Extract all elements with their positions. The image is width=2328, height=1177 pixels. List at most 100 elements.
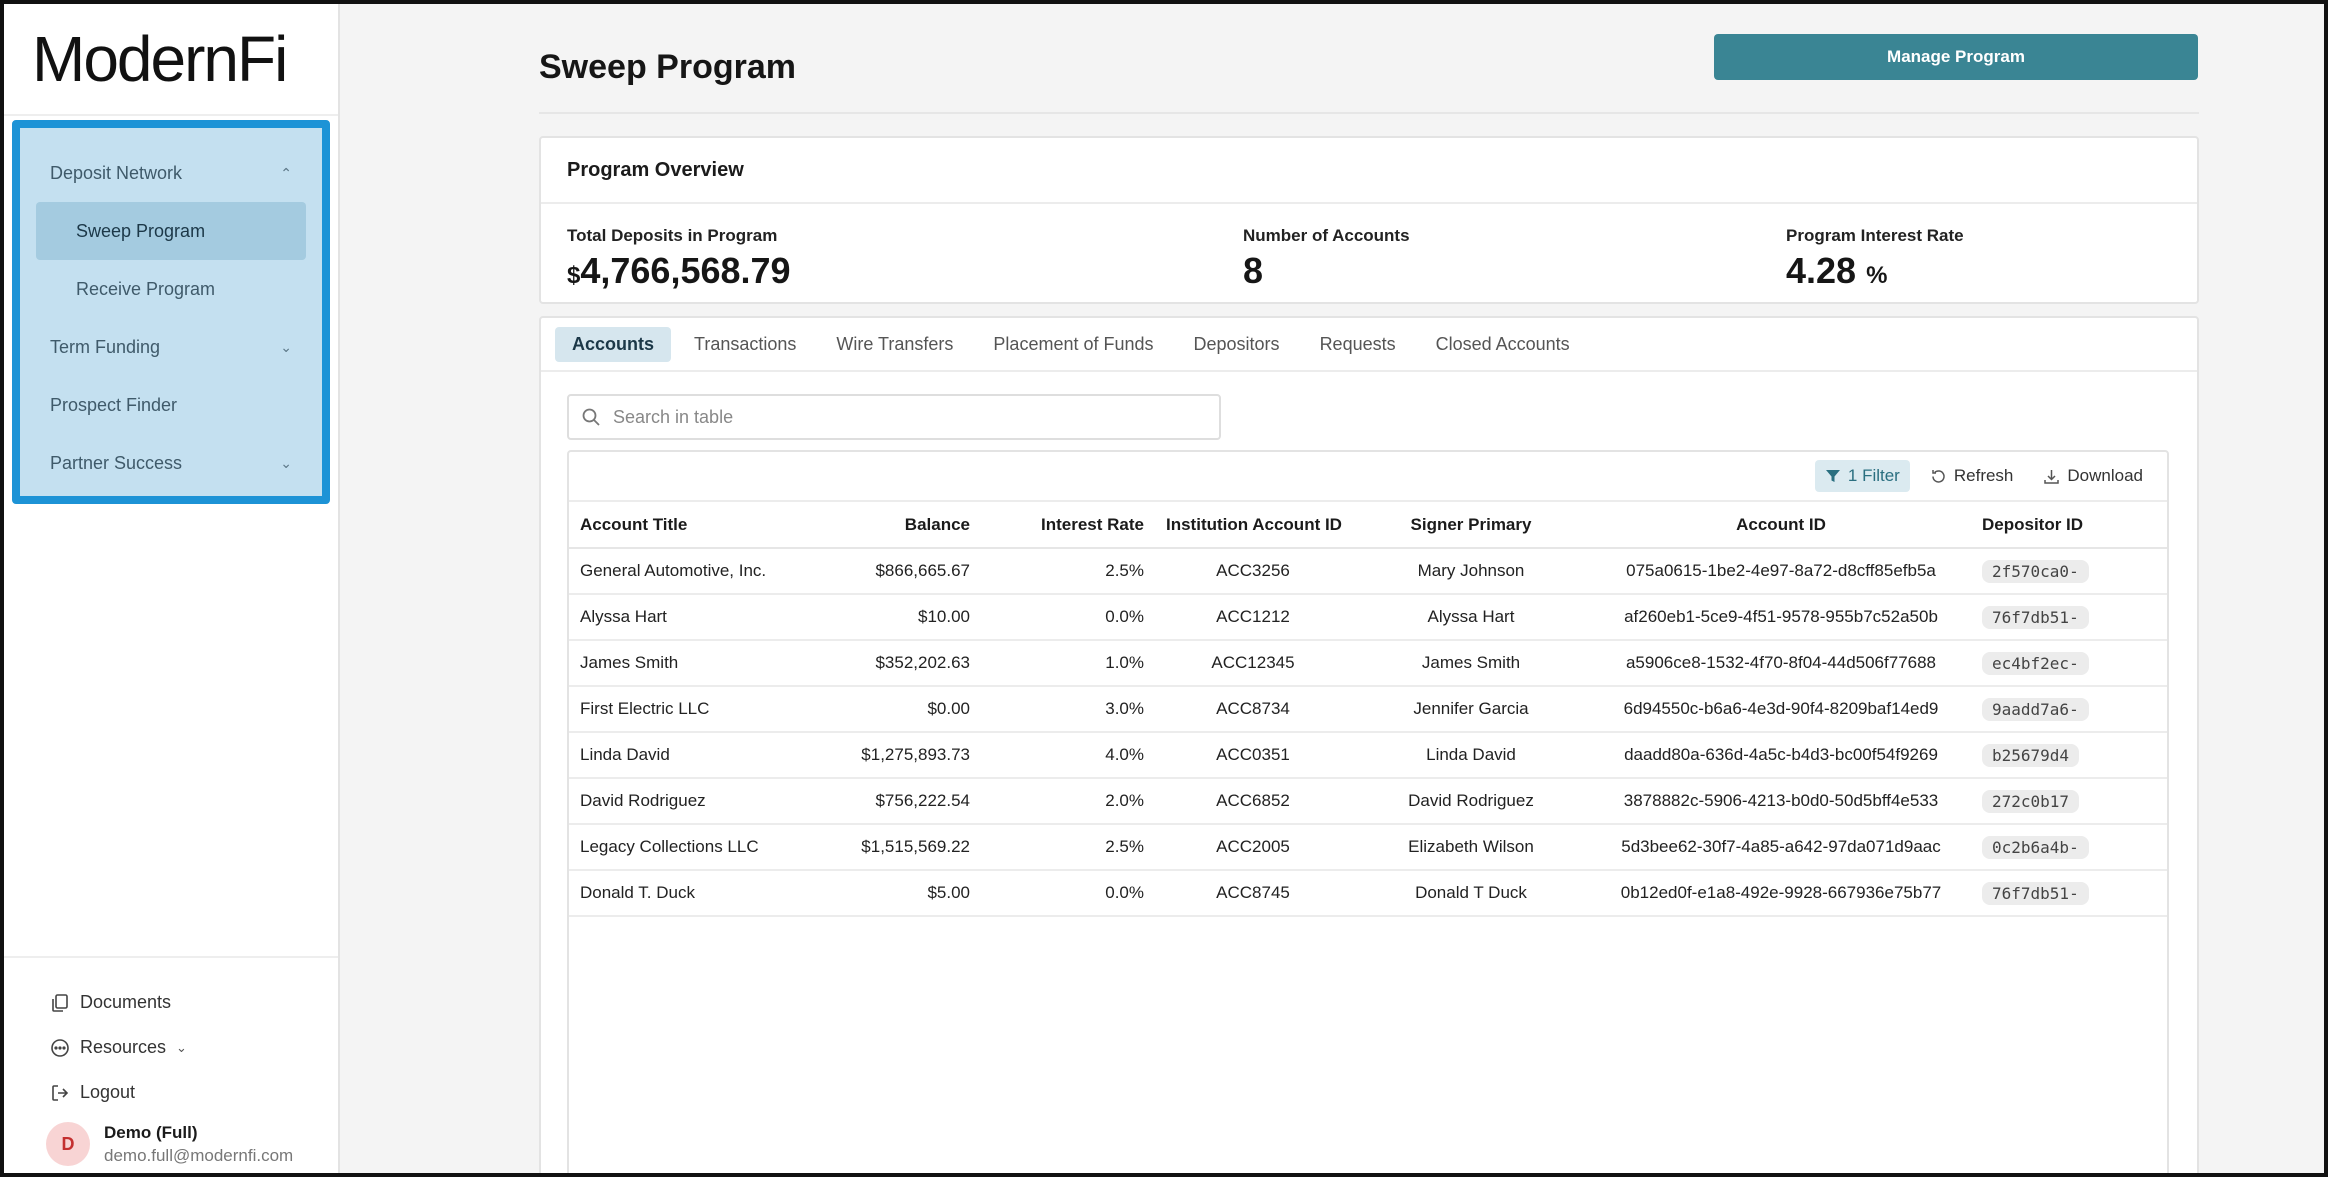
cell-interest-rate: 1.0% bbox=[981, 640, 1155, 687]
cell-balance: $756,222.54 bbox=[817, 778, 981, 825]
documents-link[interactable]: Documents bbox=[50, 980, 338, 1025]
cell-account-id: daadd80a-636d-4a5c-b4d3-bc00f54f9269 bbox=[1591, 732, 1971, 779]
refresh-button[interactable]: Refresh bbox=[1920, 460, 2024, 492]
stat-interest-rate: Program Interest Rate 4.28 % bbox=[1786, 226, 1964, 292]
table-row[interactable]: First Electric LLC $0.00 3.0% ACC8734 Jennif… bbox=[569, 686, 2167, 733]
table-row[interactable]: Donald T. Duck $5.00 0.0% ACC8745 Donald T D… bbox=[569, 870, 2167, 917]
sidebar-item-partner-success[interactable]: Partner Success ⌄ bbox=[36, 434, 306, 492]
sidebar-item-prospect-finder[interactable]: Prospect Finder bbox=[36, 376, 306, 434]
search-box[interactable] bbox=[567, 394, 1221, 440]
stat-value: 4.28 % bbox=[1786, 250, 1964, 292]
table-row[interactable]: Alyssa Hart $10.00 0.0% ACC1212 Alyssa Hart a… bbox=[569, 594, 2167, 641]
tab-transactions[interactable]: Transactions bbox=[694, 333, 797, 354]
depositor-id-badge[interactable]: b25679d4 bbox=[1982, 743, 2080, 767]
download-icon bbox=[2044, 469, 2060, 484]
table-row[interactable]: General Automotive, Inc. $866,665.67 2.5% A… bbox=[569, 548, 2167, 595]
sidebar-item-receive-program[interactable]: Receive Program bbox=[36, 260, 306, 318]
logo[interactable]: ModernFi bbox=[4, 4, 338, 116]
logout-link[interactable]: Logout bbox=[50, 1070, 338, 1115]
manage-program-button[interactable]: Manage Program bbox=[1714, 34, 2198, 80]
cell-interest-rate: 3.0% bbox=[981, 686, 1155, 733]
download-button[interactable]: Download bbox=[2033, 460, 2153, 492]
avatar: D bbox=[46, 1122, 90, 1166]
cell-account-title: General Automotive, Inc. bbox=[569, 548, 817, 595]
stat-label: Total Deposits in Program bbox=[567, 226, 778, 245]
depositor-id-badge[interactable]: 272c0b17 bbox=[1982, 789, 2080, 813]
accounts-table: Account Title Balance Interest Rate Inst… bbox=[569, 502, 2167, 917]
cell-account-title: Donald T. Duck bbox=[569, 870, 817, 917]
tab-placement-of-funds[interactable]: Placement of Funds bbox=[993, 333, 1154, 354]
user-profile[interactable]: D Demo (Full) demo.full@modernfi.com bbox=[46, 1122, 293, 1166]
cell-institution-account-id: ACC12345 bbox=[1155, 640, 1351, 687]
tab-closed-accounts[interactable]: Closed Accounts bbox=[1435, 333, 1570, 354]
column-header-interest-rate[interactable]: Interest Rate bbox=[981, 502, 1155, 549]
resources-link[interactable]: Resources ⌄ bbox=[50, 1025, 338, 1070]
depositor-id-badge[interactable]: 2f570ca0- bbox=[1982, 559, 2089, 583]
cell-account-id: af260eb1-5ce9-4f51-9578-955b7c52a50b bbox=[1591, 594, 1971, 641]
documents-label: Documents bbox=[80, 992, 172, 1012]
filter-icon bbox=[1825, 470, 1840, 482]
cell-balance: $352,202.63 bbox=[817, 640, 981, 687]
sidebar-footer-links: Documents Resources ⌄ Logout bbox=[4, 956, 338, 1115]
depositor-id-badge[interactable]: 0c2b6a4b- bbox=[1982, 835, 2089, 859]
main-content: Sweep Program Manage Program Program Ove… bbox=[340, 4, 2324, 1173]
cell-account-title: James Smith bbox=[569, 640, 817, 687]
cell-depositor-id: b25679d4 bbox=[1971, 732, 2167, 779]
column-header-account-title[interactable]: Account Title bbox=[569, 502, 817, 549]
cell-interest-rate: 2.5% bbox=[981, 824, 1155, 871]
cell-balance: $0.00 bbox=[817, 686, 981, 733]
cell-account-title: First Electric LLC bbox=[569, 686, 817, 733]
chevron-down-icon: ⌄ bbox=[280, 454, 292, 471]
search-input[interactable] bbox=[613, 406, 1173, 428]
cell-depositor-id: 9aadd7a6- bbox=[1971, 686, 2167, 733]
cell-signer-primary: Elizabeth Wilson bbox=[1351, 824, 1591, 871]
cell-interest-rate: 2.5% bbox=[981, 548, 1155, 595]
cell-account-id: a5906ce8-1532-4f70-8f04-44d506f77688 bbox=[1591, 640, 1971, 687]
depositor-id-badge[interactable]: 76f7db51- bbox=[1982, 605, 2089, 629]
table-row[interactable]: Linda David $1,275,893.73 4.0% ACC0351 Linda… bbox=[569, 732, 2167, 779]
chevron-up-icon: ⌃ bbox=[280, 164, 292, 181]
accounts-table-body: General Automotive, Inc. $866,665.67 2.5% A… bbox=[569, 548, 2167, 917]
cell-account-title: Linda David bbox=[569, 732, 817, 779]
user-email: demo.full@modernfi.com bbox=[104, 1145, 294, 1165]
tab-wire-transfers[interactable]: Wire Transfers bbox=[836, 333, 954, 354]
column-header-balance[interactable]: Balance bbox=[817, 502, 981, 549]
depositor-id-badge[interactable]: ec4bf2ec- bbox=[1982, 651, 2089, 675]
download-label: Download bbox=[2067, 466, 2143, 485]
cell-balance: $5.00 bbox=[817, 870, 981, 917]
depositor-id-badge[interactable]: 76f7db51- bbox=[1982, 881, 2089, 905]
table-row[interactable]: Legacy Collections LLC $1,515,569.22 2.5% A… bbox=[569, 824, 2167, 871]
interest-rate-value: 4.28 bbox=[1786, 250, 1857, 291]
filter-button[interactable]: 1 Filter bbox=[1814, 460, 1910, 492]
user-name: Demo (Full) bbox=[104, 1122, 198, 1142]
table-toolbar: 1 Filter Refresh Dow bbox=[569, 452, 2167, 502]
column-header-signer-primary[interactable]: Signer Primary bbox=[1351, 502, 1591, 549]
cell-signer-primary: Linda David bbox=[1351, 732, 1591, 779]
cell-institution-account-id: ACC3256 bbox=[1155, 548, 1351, 595]
logout-icon bbox=[52, 1084, 69, 1101]
cell-account-title: David Rodriguez bbox=[569, 778, 817, 825]
table-row[interactable]: James Smith $352,202.63 1.0% ACC12345 James … bbox=[569, 640, 2167, 687]
tab-depositors[interactable]: Depositors bbox=[1193, 333, 1280, 354]
accounts-panel: Accounts Transactions Wire Transfers Pla… bbox=[539, 316, 2199, 1173]
cell-depositor-id: 0c2b6a4b- bbox=[1971, 824, 2167, 871]
search-icon bbox=[582, 408, 600, 426]
tab-requests[interactable]: Requests bbox=[1319, 333, 1396, 354]
cell-account-id: 5d3bee62-30f7-4a85-a642-97da071d9aac bbox=[1591, 824, 1971, 871]
depositor-id-badge[interactable]: 9aadd7a6- bbox=[1982, 697, 2089, 721]
column-header-account-id[interactable]: Account ID bbox=[1591, 502, 1971, 549]
cell-institution-account-id: ACC0351 bbox=[1155, 732, 1351, 779]
cell-balance: $1,275,893.73 bbox=[817, 732, 981, 779]
cell-institution-account-id: ACC8745 bbox=[1155, 870, 1351, 917]
tab-accounts[interactable]: Accounts bbox=[555, 326, 672, 362]
overview-title: Program Overview bbox=[541, 138, 2197, 204]
sidebar-item-term-funding[interactable]: Term Funding ⌄ bbox=[36, 318, 306, 376]
sidebar-item-sweep-program[interactable]: Sweep Program bbox=[36, 202, 306, 260]
column-header-depositor-id[interactable]: Depositor ID bbox=[1971, 502, 2167, 549]
cell-interest-rate: 4.0% bbox=[981, 732, 1155, 779]
sidebar-item-deposit-network[interactable]: Deposit Network ⌃ bbox=[36, 144, 306, 202]
column-header-institution-account-id[interactable]: Institution Account ID bbox=[1155, 502, 1351, 549]
cell-institution-account-id: ACC8734 bbox=[1155, 686, 1351, 733]
table-row[interactable]: David Rodriguez $756,222.54 2.0% ACC6852 Dav… bbox=[569, 778, 2167, 825]
